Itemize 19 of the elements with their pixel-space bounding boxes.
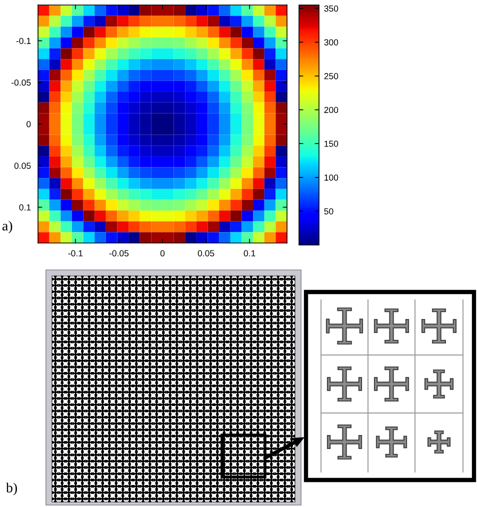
text: b): [6, 482, 17, 496]
y-tick-label: 0.1: [19, 204, 31, 210]
y-tick-label: -0.1: [16, 38, 31, 44]
y-tick-label: -0.05: [12, 79, 31, 86]
x-tick-label: -0.1: [68, 250, 83, 256]
color-bar-label: 350: [324, 5, 338, 12]
y-tick-label: 0.05: [14, 162, 31, 169]
text: a): [2, 220, 12, 234]
color-bar-label: 50: [324, 208, 334, 214]
x-tick-label: -0.05: [109, 250, 129, 256]
color-bar-label: 100: [324, 174, 338, 181]
color-bar-label: 200: [324, 106, 338, 114]
x-tick-label: 0: [160, 250, 165, 256]
y-tick-label: 0: [26, 121, 31, 128]
color-bar-label: 300: [324, 39, 338, 46]
x-tick-label: 0.05: [198, 250, 214, 256]
color-bar-label: 150: [324, 140, 338, 147]
x-tick-label: 0.1: [244, 250, 256, 256]
color-bar-label: 250: [324, 73, 338, 80]
